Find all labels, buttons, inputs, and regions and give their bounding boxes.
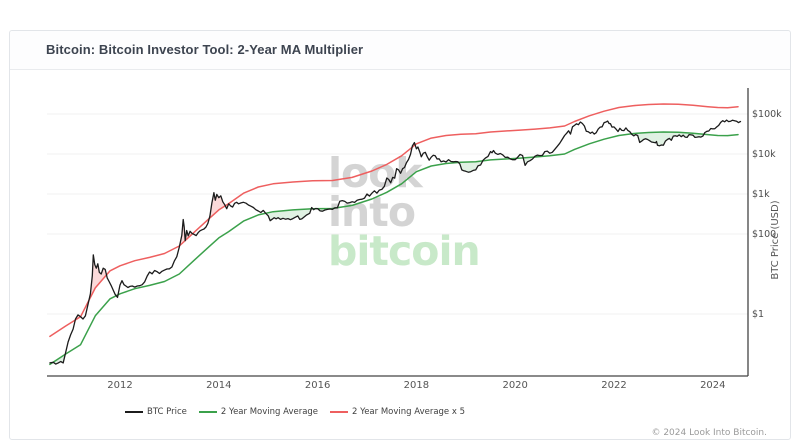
y-axis-title: BTC Price (USD) bbox=[770, 200, 781, 280]
x-tick-label: 2018 bbox=[403, 380, 430, 391]
y-tick-label: $100k bbox=[752, 108, 782, 120]
legend-item-2-year-moving-average[interactable]: 2 Year Moving Average bbox=[198, 407, 319, 417]
series-line-btc-price bbox=[49, 119, 742, 365]
x-tick-label: 2012 bbox=[107, 380, 133, 391]
legend-item-2-year-moving-average-x-5[interactable]: 2 Year Moving Average x 5 bbox=[330, 407, 465, 417]
series-line-2yr-ma bbox=[49, 131, 739, 366]
y-tick-label: $1k bbox=[752, 188, 770, 200]
y-tick-label: $10k bbox=[752, 148, 776, 160]
legend-swatch-btc-price bbox=[125, 411, 143, 413]
series-line-2yr-ma-x5 bbox=[49, 103, 739, 338]
legend-swatch-2-year-moving-average bbox=[198, 411, 217, 413]
x-tick-label: 2014 bbox=[206, 380, 232, 391]
y-tick-label: $100 bbox=[752, 228, 777, 240]
x-tick-label: 2024 bbox=[700, 380, 726, 391]
x-tick-label: 2020 bbox=[502, 380, 528, 391]
legend-label-2-year-moving-average-x-5: 2 Year Moving Average x 5 bbox=[352, 407, 465, 417]
legend-item-btc-price[interactable]: BTC Price bbox=[125, 407, 187, 417]
x-tick-label: 2016 bbox=[304, 380, 331, 391]
y-tick-label: $1 bbox=[752, 308, 765, 320]
watermark-word-bitcoin: bitcoin bbox=[328, 227, 481, 275]
legend-swatch-2-year-moving-average-x-5 bbox=[330, 411, 349, 413]
chart-title: Bitcoin: Bitcoin Investor Tool: 2-Year M… bbox=[46, 42, 364, 57]
legend-label-2-year-moving-average: 2 Year Moving Average bbox=[220, 407, 319, 417]
copyright: © 2024 Look Into Bitcoin. bbox=[651, 428, 767, 438]
legend: BTC Price 2 Year Moving Average 2 Year Mov… bbox=[125, 407, 465, 417]
chart-card: Bitcoin: Bitcoin Investor Tool: 2-Year M… bbox=[9, 30, 791, 440]
buy-zone-fill bbox=[458, 160, 483, 173]
x-tick-label: 2022 bbox=[601, 380, 627, 391]
legend-label-btc-price: BTC Price bbox=[147, 407, 187, 417]
watermark-word-look: look bbox=[328, 149, 423, 197]
card-header: Bitcoin: Bitcoin Investor Tool: 2-Year M… bbox=[10, 31, 790, 70]
